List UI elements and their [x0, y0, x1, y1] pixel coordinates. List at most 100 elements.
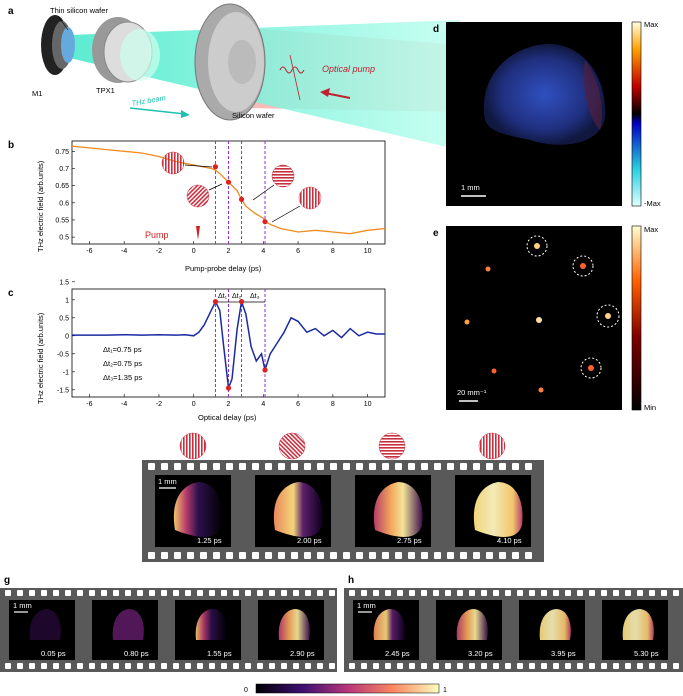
spot — [605, 313, 611, 319]
sprocket-hole — [601, 590, 607, 596]
sprocket-hole — [304, 552, 311, 559]
panel-a-schematic: a Thin silicon wafer M1 TPX1 THz beam Si… — [8, 4, 460, 150]
y-tick-label: 0.55 — [55, 217, 69, 224]
sprocket-hole — [17, 663, 23, 669]
sprocket-hole — [577, 590, 583, 596]
sprocket-hole — [137, 590, 143, 596]
sprocket-hole — [137, 663, 143, 669]
panel-h-filmstrip: h 1 mm 2.45 ps 3.20 ps 3.95 ps 5.30 ps — [344, 575, 683, 672]
spot — [486, 267, 491, 272]
sprocket-hole — [174, 463, 181, 470]
frame-time: 0.80 ps — [124, 649, 149, 658]
sprocket-hole — [613, 663, 619, 669]
sprocket-hole — [469, 590, 475, 596]
sprocket-hole — [486, 463, 493, 470]
x-tick-label: 8 — [331, 401, 335, 408]
sprocket-hole — [361, 663, 367, 669]
sprocket-hole — [293, 663, 299, 669]
dt3-label: Δt₃ — [250, 293, 260, 300]
y-tick-label: 1.5 — [59, 279, 69, 286]
sprocket-hole — [187, 552, 194, 559]
sprocket-hole — [433, 663, 439, 669]
sprocket-hole — [77, 590, 83, 596]
optical-pump-label: Optical pump — [322, 64, 375, 74]
panel-e-image: e Max Min 20 mm⁻¹ — [433, 225, 658, 412]
y-tick-label: -1 — [63, 369, 69, 376]
sprocket-hole — [149, 663, 155, 669]
sprocket-hole — [317, 663, 323, 669]
sprocket-hole — [317, 552, 324, 559]
spot — [588, 365, 594, 371]
pattern-vertical-icon — [162, 152, 184, 174]
spot — [492, 369, 497, 374]
panel-d-image: d Max -Max 1 mm — [433, 20, 661, 208]
sprocket-hole — [185, 663, 191, 669]
frame-time: 1.25 ps — [197, 536, 222, 545]
sprocket-hole — [291, 463, 298, 470]
sprocket-hole — [529, 663, 535, 669]
sprocket-hole — [356, 463, 363, 470]
plot-c-xlabel: Optical delay (ps) — [198, 413, 257, 422]
sprocket-hole — [613, 590, 619, 596]
sprocket-hole — [382, 552, 389, 559]
sprocket-hole — [395, 463, 402, 470]
panel-g-label: g — [4, 575, 10, 586]
sprocket-hole — [53, 663, 59, 669]
x-tick-label: 10 — [364, 401, 372, 408]
x-tick-label: -2 — [156, 401, 162, 408]
sprocket-hole — [373, 590, 379, 596]
sprocket-hole — [361, 590, 367, 596]
plot-b-series-line — [72, 146, 385, 234]
sprocket-hole — [89, 663, 95, 669]
sprocket-hole — [317, 590, 323, 596]
sprocket-hole — [525, 463, 532, 470]
sprocket-hole — [265, 552, 272, 559]
panel-d-cb-max: Max — [644, 20, 658, 29]
y-tick-label: 0.65 — [55, 183, 69, 190]
panel-f-scale-label: 1 mm — [158, 477, 177, 486]
sprocket-hole — [541, 663, 547, 669]
sprocket-hole — [200, 552, 207, 559]
dt2-value: Δt₂=0.75 ps — [103, 359, 142, 368]
sprocket-hole — [161, 552, 168, 559]
sprocket-hole — [447, 552, 454, 559]
data-point-marker — [226, 180, 231, 185]
pump-marker-icon — [196, 226, 200, 240]
plot-b-ylabel: THz electric field (arb.units) — [36, 160, 45, 252]
sprocket-hole — [382, 463, 389, 470]
sprocket-hole — [493, 590, 499, 596]
y-tick-label: -1.5 — [57, 387, 69, 394]
dt1-value: Δt₁=0.75 ps — [103, 345, 142, 354]
sprocket-hole — [5, 590, 11, 596]
sprocket-hole — [589, 663, 595, 669]
sprocket-hole — [541, 590, 547, 596]
sprocket-hole — [369, 463, 376, 470]
data-point-marker — [213, 164, 218, 169]
sprocket-hole — [305, 590, 311, 596]
panel-g-scale-label: 1 mm — [13, 601, 32, 610]
y-tick-label: 0 — [65, 333, 69, 340]
x-tick-label: -4 — [121, 248, 127, 255]
sprocket-hole — [649, 663, 655, 669]
panel-d-scale-label: 1 mm — [461, 183, 480, 192]
sprocket-hole — [473, 552, 480, 559]
sprocket-hole — [197, 590, 203, 596]
sprocket-hole — [149, 590, 155, 596]
sprocket-hole — [565, 590, 571, 596]
dt3-value: Δt₃=1.35 ps — [103, 373, 142, 382]
sprocket-hole — [113, 590, 119, 596]
sprocket-hole — [625, 590, 631, 596]
sprocket-hole — [252, 463, 259, 470]
sprocket-hole — [41, 590, 47, 596]
frame-time: 0.05 ps — [41, 649, 66, 658]
pump-label: Pump — [145, 230, 169, 240]
sprocket-hole — [445, 663, 451, 669]
sprocket-hole — [148, 463, 155, 470]
y-tick-label: 0.75 — [55, 149, 69, 156]
x-tick-label: 2 — [227, 248, 231, 255]
sprocket-hole — [269, 663, 275, 669]
data-point-marker — [262, 367, 267, 372]
sprocket-hole — [200, 463, 207, 470]
sprocket-hole — [649, 590, 655, 596]
sprocket-hole — [517, 663, 523, 669]
